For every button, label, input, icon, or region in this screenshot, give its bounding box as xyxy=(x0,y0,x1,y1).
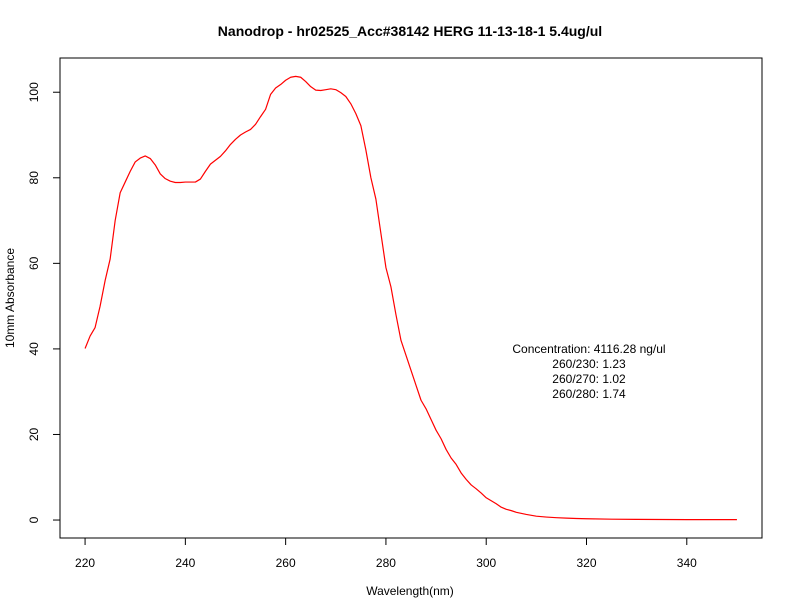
annotation-line: 260/230: 1.23 xyxy=(552,357,626,371)
annotation-line: Concentration: 4116.28 ng/ul xyxy=(512,342,665,356)
x-tick-label: 240 xyxy=(175,556,195,570)
x-tick-label: 260 xyxy=(276,556,296,570)
plot-frame xyxy=(59,57,763,539)
x-axis: 220 240 260 280 300 320 340 xyxy=(75,537,697,570)
x-tick-label: 280 xyxy=(376,556,396,570)
chart-title: Nanodrop - hr02525_Acc#38142 HERG 11-13-… xyxy=(218,23,602,39)
y-axis: 0 20 40 60 80 100 xyxy=(27,82,61,523)
y-tick-label: 60 xyxy=(27,256,41,270)
y-tick-label: 0 xyxy=(27,516,41,523)
y-axis-label: 10mm Absorbance xyxy=(3,248,17,348)
absorbance-line xyxy=(84,75,737,521)
x-tick-label: 320 xyxy=(576,556,596,570)
x-tick-label: 340 xyxy=(677,556,697,570)
y-tick-label: 40 xyxy=(27,342,41,356)
y-tick-label: 20 xyxy=(27,427,41,441)
annotation-line: 260/280: 1.74 xyxy=(552,387,626,401)
series-layer xyxy=(84,75,737,521)
x-axis-label: Wavelength(nm) xyxy=(366,584,454,598)
x-tick-label: 220 xyxy=(75,556,95,570)
x-tick-label: 300 xyxy=(476,556,496,570)
y-tick-label: 100 xyxy=(27,82,41,102)
y-tick-label: 80 xyxy=(27,171,41,185)
annotation-line: 260/270: 1.02 xyxy=(552,372,626,386)
